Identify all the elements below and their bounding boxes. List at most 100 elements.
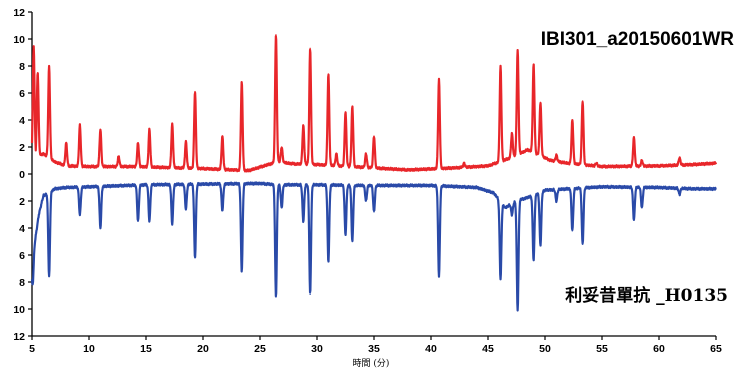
x-tick-label: 65 (710, 343, 722, 355)
peak-point (302, 124, 305, 127)
y-tick-label: 10 (13, 304, 25, 316)
peak-point (555, 154, 558, 156)
x-tick-label: 45 (482, 343, 494, 355)
x-tick-label: 35 (368, 343, 380, 355)
peak-point (185, 208, 187, 210)
peak-point (555, 200, 558, 202)
peak-point (511, 213, 513, 216)
peak-point (344, 233, 347, 236)
x-tick-label: 60 (653, 343, 665, 355)
peak-point (32, 46, 35, 48)
x-axis-label: 時間 (分) (353, 358, 390, 369)
peak-point (633, 136, 635, 139)
peak-point (438, 78, 440, 81)
peak-point (309, 293, 311, 295)
peak-point (148, 220, 151, 223)
peak-point (185, 140, 187, 143)
peak-point (137, 142, 139, 144)
peak-point (171, 123, 174, 125)
peak-point (117, 155, 120, 158)
peak-point (463, 162, 465, 164)
peak-point (302, 220, 305, 223)
peak-point (79, 124, 81, 127)
peak-point (581, 100, 584, 102)
peak-point (539, 244, 542, 247)
peak-point (365, 152, 367, 155)
peak-point (280, 146, 283, 148)
peak-point (275, 296, 277, 298)
peak-point (678, 157, 681, 159)
peak-point (511, 132, 513, 135)
peak-point (48, 275, 50, 278)
peak-point (595, 162, 598, 164)
peak-point (31, 283, 34, 286)
series-line-top (30, 35, 718, 173)
x-tick-label: 40 (425, 343, 437, 355)
series-label-bottom: 利妥昔單抗 _H0135 (565, 285, 728, 306)
peak-point (275, 34, 277, 36)
series-label-top: IBI301_a20150601WR (541, 29, 735, 50)
peak-point (539, 101, 542, 104)
y-tick-label: 4 (19, 223, 25, 235)
peak-point (532, 259, 535, 262)
peak-point (499, 278, 502, 281)
y-tick-label: 2 (19, 142, 25, 154)
peak-point (148, 128, 151, 131)
peak-point (99, 128, 102, 131)
peak-point (36, 71, 39, 74)
peak-point (309, 47, 311, 50)
peak-point (171, 223, 174, 225)
peak-point (373, 135, 375, 137)
peak-point (327, 73, 330, 75)
peak-point (221, 209, 224, 212)
peak-point (344, 111, 347, 113)
labels-layer: IBI301_a20150601WR 利妥昔單抗 _H0135 時間 (分) (353, 29, 735, 369)
peak-point (365, 200, 367, 202)
peak-point (571, 229, 574, 232)
x-tick-label: 25 (254, 343, 266, 355)
y-tick-label: 6 (19, 88, 25, 100)
y-tick-label: 8 (19, 277, 25, 289)
peak-point (335, 152, 338, 155)
peak-point (351, 240, 354, 243)
x-tick-label: 10 (83, 343, 95, 355)
peak-point (641, 206, 643, 209)
y-tick-label: 12 (13, 7, 25, 19)
peak-point (327, 260, 330, 263)
peak-point (516, 309, 519, 312)
peak-point (571, 119, 574, 121)
peak-point (99, 227, 102, 229)
y-tick-label: 0 (19, 169, 25, 181)
peak-point (194, 256, 196, 259)
x-tick-label: 20 (197, 343, 209, 355)
peak-point (532, 63, 535, 66)
x-tick-label: 50 (539, 343, 551, 355)
peak-point (280, 206, 283, 209)
series-layer (30, 34, 718, 312)
peak-point (678, 193, 681, 196)
peak-point (633, 219, 635, 221)
peak-point (351, 105, 354, 108)
series-line-bottom (30, 181, 717, 312)
y-tick-label: 12 (13, 331, 25, 343)
y-tick-label: 2 (19, 196, 25, 208)
peak-point (240, 270, 243, 273)
peak-point (641, 159, 643, 162)
peak-point (137, 220, 139, 223)
x-tick-label: 15 (140, 343, 152, 355)
peak-point (48, 65, 50, 67)
peak-point (221, 135, 224, 137)
y-tick-label: 4 (19, 115, 25, 127)
x-tick-label: 55 (596, 343, 608, 355)
y-tick-label: 10 (13, 34, 25, 46)
y-tick-label: 6 (19, 250, 25, 262)
x-tick-label: 5 (29, 343, 35, 355)
peak-point (438, 275, 440, 278)
peak-point (194, 90, 196, 93)
peak-point (581, 243, 584, 245)
peak-point (516, 49, 519, 51)
peak-point (65, 142, 67, 144)
